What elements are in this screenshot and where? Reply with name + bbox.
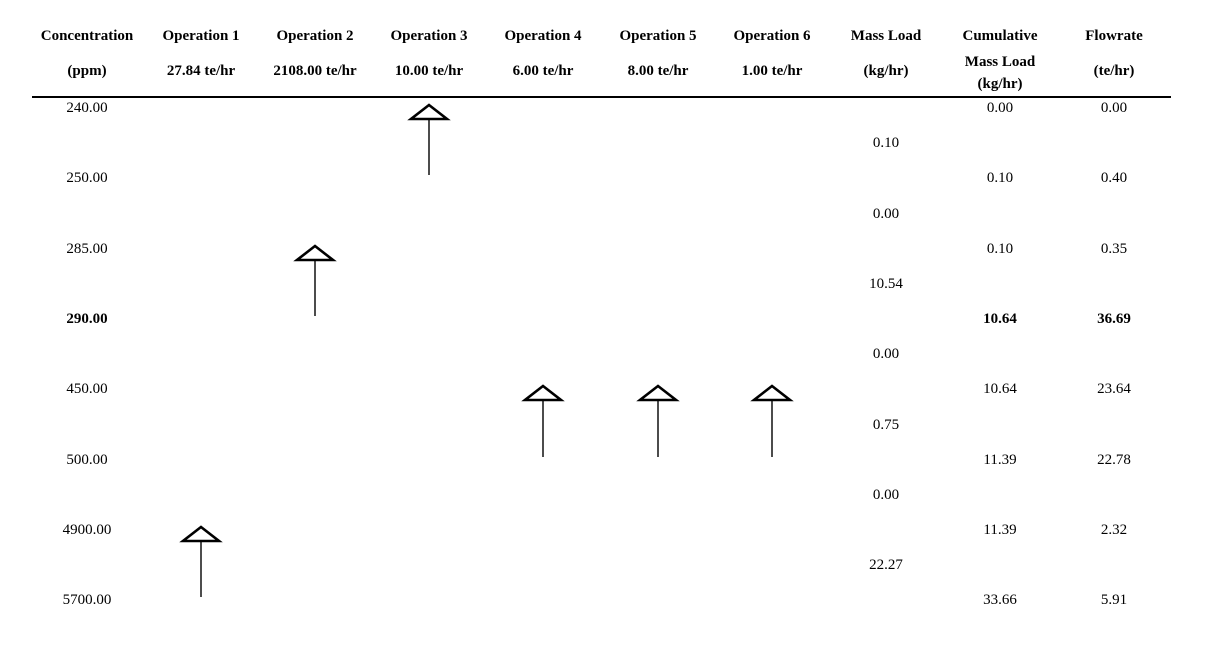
column-title: Operation 3 — [390, 28, 468, 44]
column-header-operation-1: Operation 1 27.84 te/hr — [146, 28, 256, 80]
flowrate-value: 2.32 — [1100, 522, 1128, 538]
column-header-mass-load: Mass Load (kg/hr) — [831, 28, 941, 80]
mass-load-value: 0.10 — [872, 135, 900, 151]
header-rule — [32, 96, 1171, 98]
column-title: Operation 4 — [504, 28, 582, 44]
cumulative-mass-load-value: 10.64 — [983, 311, 1017, 327]
cumulative-mass-load-value: 0.10 — [986, 241, 1014, 257]
mass-load-value: 10.54 — [869, 276, 903, 292]
operation-6-arrow — [750, 384, 794, 458]
column-title: Operation 5 — [619, 28, 697, 44]
column-subtitle: 6.00 te/hr — [512, 63, 574, 79]
cumulative-mass-load-value: 11.39 — [983, 522, 1017, 538]
flowrate-value: 0.35 — [1100, 241, 1128, 257]
column-subtitle: (ppm) — [67, 63, 107, 79]
flowrate-value: 0.00 — [1100, 100, 1128, 116]
column-header-operation-5: Operation 5 8.00 te/hr — [603, 28, 713, 80]
mass-load-value: 0.00 — [872, 346, 900, 362]
column-subtitle: (kg/hr) — [863, 63, 909, 79]
operation-2-arrow — [293, 244, 337, 317]
operation-5-arrow — [636, 384, 680, 458]
column-header-flowrate: Flowrate (te/hr) — [1059, 28, 1169, 80]
concentration-value: 285.00 — [66, 241, 108, 257]
operation-1-arrow — [179, 525, 223, 598]
column-subtitle: 8.00 te/hr — [627, 63, 689, 79]
concentration-value: 5700.00 — [62, 592, 112, 608]
mass-load-value: 22.27 — [869, 557, 903, 573]
mass-load-value: 0.00 — [872, 206, 900, 222]
concentration-value: 500.00 — [66, 452, 108, 468]
cumulative-mass-load-value: 0.00 — [986, 100, 1014, 116]
column-title: Concentration — [40, 28, 134, 44]
column-header-operation-2: Operation 2 2108.00 te/hr — [260, 28, 370, 80]
column-subtitle: (te/hr) — [1093, 63, 1135, 79]
column-subtitle: Mass Load (kg/hr) — [964, 54, 1036, 92]
column-title: Operation 1 — [162, 28, 240, 44]
column-title: Cumulative — [962, 28, 1038, 44]
cumulative-mass-load-value: 10.64 — [983, 381, 1017, 397]
flowrate-value: 23.64 — [1097, 381, 1131, 397]
column-title: Mass Load — [850, 28, 922, 44]
column-header-cumulative-mass-load: Cumulative Mass Load (kg/hr) — [945, 28, 1055, 95]
cumulative-mass-load-value: 11.39 — [983, 452, 1017, 468]
column-subtitle: 10.00 te/hr — [394, 63, 464, 79]
concentration-value: 250.00 — [66, 170, 108, 186]
column-header-concentration: Concentration (ppm) — [32, 28, 142, 80]
cumulative-mass-load-value: 0.10 — [986, 170, 1014, 186]
column-header-operation-3: Operation 3 10.00 te/hr — [374, 28, 484, 80]
column-header-operation-6: Operation 6 1.00 te/hr — [717, 28, 827, 80]
operation-3-arrow — [407, 103, 451, 176]
column-title: Flowrate — [1085, 28, 1143, 44]
flowrate-value: 5.91 — [1100, 592, 1128, 608]
concentration-value: 290.00 — [66, 311, 108, 327]
flowrate-value: 0.40 — [1100, 170, 1128, 186]
flowrate-value: 36.69 — [1097, 311, 1131, 327]
column-title: Operation 6 — [733, 28, 811, 44]
cumulative-mass-load-value: 33.66 — [983, 592, 1017, 608]
column-subtitle: 1.00 te/hr — [741, 63, 803, 79]
column-subtitle: 2108.00 te/hr — [273, 63, 357, 79]
flowrate-value: 22.78 — [1097, 452, 1131, 468]
mass-load-value: 0.75 — [872, 417, 900, 433]
mass-load-value: 0.00 — [872, 487, 900, 503]
concentration-value: 450.00 — [66, 381, 108, 397]
column-title: Operation 2 — [276, 28, 354, 44]
operation-4-arrow — [521, 384, 565, 458]
column-header-operation-4: Operation 4 6.00 te/hr — [488, 28, 598, 80]
column-subtitle: 27.84 te/hr — [166, 63, 236, 79]
concentration-value: 4900.00 — [62, 522, 112, 538]
concentration-value: 240.00 — [66, 100, 108, 116]
